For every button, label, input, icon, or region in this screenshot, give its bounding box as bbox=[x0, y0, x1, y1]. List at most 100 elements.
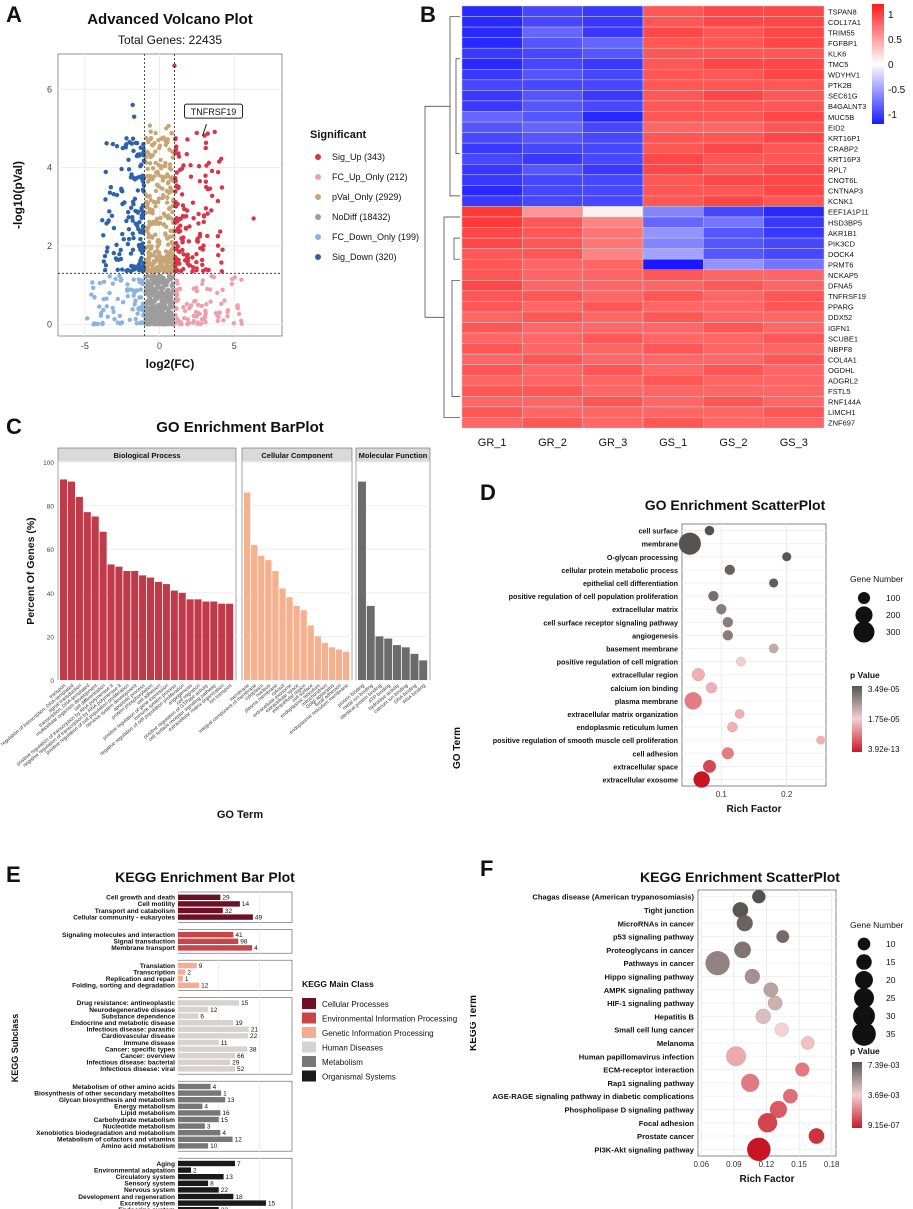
heatmap-cell bbox=[582, 385, 644, 397]
column-label: GR_1 bbox=[478, 437, 507, 449]
bar bbox=[178, 1160, 235, 1167]
heatmap-cell bbox=[582, 121, 644, 133]
data-point bbox=[172, 63, 177, 68]
bar bbox=[178, 1097, 226, 1103]
row-label: DDX52 bbox=[828, 313, 852, 322]
row-label: TSPAN8 bbox=[828, 7, 857, 16]
data-point bbox=[181, 252, 186, 257]
data-point bbox=[147, 152, 152, 158]
heatmap-cell bbox=[582, 322, 644, 334]
legend-swatch bbox=[302, 1070, 316, 1082]
data-point bbox=[155, 169, 160, 175]
heatmap-cell bbox=[642, 100, 704, 112]
data-point bbox=[129, 287, 134, 292]
data-point bbox=[163, 232, 168, 238]
heatmap-cell bbox=[461, 311, 523, 323]
data-point bbox=[179, 322, 184, 327]
data-point bbox=[145, 314, 151, 319]
data-point bbox=[143, 274, 148, 280]
y-tick-label: AMPK signaling pathway bbox=[604, 986, 695, 995]
bar bbox=[178, 1066, 235, 1072]
data-point bbox=[199, 281, 205, 287]
data-point bbox=[105, 314, 111, 319]
y-tick-label: Translation bbox=[140, 963, 175, 970]
y-tick-label: cell surface bbox=[638, 527, 678, 536]
data-point bbox=[177, 286, 183, 292]
heatmap-cell bbox=[703, 195, 764, 207]
data-point bbox=[151, 199, 156, 205]
heatmap-cell bbox=[703, 174, 764, 186]
data-point bbox=[110, 281, 115, 286]
legend-label: Human Diseases bbox=[322, 1044, 383, 1053]
heatmap-cell bbox=[703, 5, 764, 17]
heatmap-cell bbox=[642, 343, 704, 355]
data-point bbox=[181, 304, 186, 310]
data-point bbox=[173, 240, 179, 246]
data-point bbox=[107, 190, 113, 195]
data-point bbox=[126, 236, 132, 242]
plot-area bbox=[681, 523, 827, 787]
data-point bbox=[160, 255, 166, 261]
y-tick-label: Drug resistance: antineoplastic bbox=[77, 1000, 176, 1007]
heatmap-cell bbox=[461, 142, 523, 154]
row-dendrogram bbox=[424, 16, 460, 418]
data-point bbox=[130, 264, 135, 269]
size-legend-label: 100 bbox=[886, 593, 900, 603]
data-point bbox=[102, 268, 108, 273]
heatmap-cell bbox=[461, 69, 523, 81]
data-point bbox=[138, 236, 143, 242]
data-point bbox=[170, 281, 176, 286]
y-tick-label: 2 bbox=[47, 241, 52, 251]
data-point bbox=[117, 251, 122, 257]
bar-count-label: 18 bbox=[235, 1194, 243, 1201]
data-point bbox=[127, 140, 132, 145]
bar-count-label: 2 bbox=[187, 969, 191, 976]
bar-count-label: 9 bbox=[199, 963, 203, 970]
data-point bbox=[145, 204, 150, 210]
data-point bbox=[203, 267, 209, 272]
data-point bbox=[239, 321, 244, 327]
panel-label-b: B bbox=[420, 2, 436, 27]
data-point bbox=[199, 257, 205, 263]
data-point bbox=[205, 211, 210, 216]
data-point bbox=[231, 321, 237, 326]
y-tick-label: HIF-1 signaling pathway bbox=[607, 999, 695, 1008]
y-tick-label: Sensory system bbox=[124, 1181, 175, 1188]
heatmap-cell bbox=[703, 269, 764, 281]
bar bbox=[178, 592, 186, 680]
bar bbox=[244, 492, 251, 680]
heatmap-cell bbox=[763, 332, 825, 344]
data-point bbox=[138, 305, 144, 310]
color-legend-label: 3.69e-03 bbox=[868, 1091, 900, 1100]
x-tick-label: 0.12 bbox=[759, 1160, 775, 1169]
x-axis-label: Rich Factor bbox=[739, 1174, 794, 1185]
heatmap-cell bbox=[763, 5, 825, 17]
heatmap-cell bbox=[522, 311, 583, 323]
legend-title: Significant bbox=[310, 129, 367, 141]
chart-title: KEGG Enrichment ScatterPlot bbox=[640, 869, 840, 885]
data-point bbox=[151, 321, 156, 327]
heatmap-cell bbox=[522, 90, 583, 102]
data-point bbox=[131, 201, 136, 207]
heatmap-cells bbox=[461, 5, 825, 429]
plot-area bbox=[697, 889, 837, 1157]
dendro-branch bbox=[455, 58, 460, 155]
data-point bbox=[135, 188, 141, 193]
data-point bbox=[215, 198, 221, 204]
data-point bbox=[166, 242, 171, 247]
heatmap-cell bbox=[582, 227, 644, 239]
dendro-branch bbox=[449, 16, 460, 197]
data-point bbox=[153, 254, 159, 259]
data-point bbox=[125, 241, 131, 247]
data-point bbox=[155, 248, 160, 254]
heatmap-cell bbox=[763, 142, 825, 154]
data-point bbox=[702, 759, 717, 773]
data-point bbox=[100, 320, 105, 325]
data-point bbox=[782, 1088, 798, 1104]
data-point bbox=[816, 735, 826, 745]
data-point bbox=[97, 304, 102, 309]
data-point bbox=[92, 295, 97, 300]
x-tick-label: 0.1 bbox=[716, 790, 728, 799]
data-point bbox=[185, 317, 191, 322]
heatmap-cell bbox=[522, 206, 583, 218]
